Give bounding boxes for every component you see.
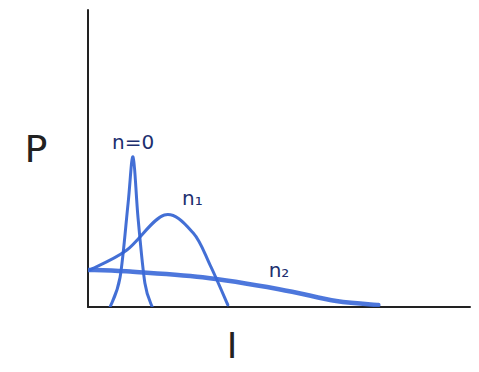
series-label: n=0: [112, 130, 154, 154]
chart: P In=0 n₁ n₂: [0, 0, 479, 372]
curve: [88, 270, 378, 305]
labels: n=0 n₁ n₂: [112, 130, 289, 282]
x-axis: [88, 306, 470, 308]
series-label: n₁: [182, 186, 203, 210]
y-axis: [87, 10, 89, 307]
x-axis-title: I: [227, 325, 238, 366]
plot-area: [88, 157, 378, 307]
series-label: n₂: [269, 258, 290, 282]
y-axis-title: P: [25, 127, 48, 171]
curve: [90, 214, 228, 304]
